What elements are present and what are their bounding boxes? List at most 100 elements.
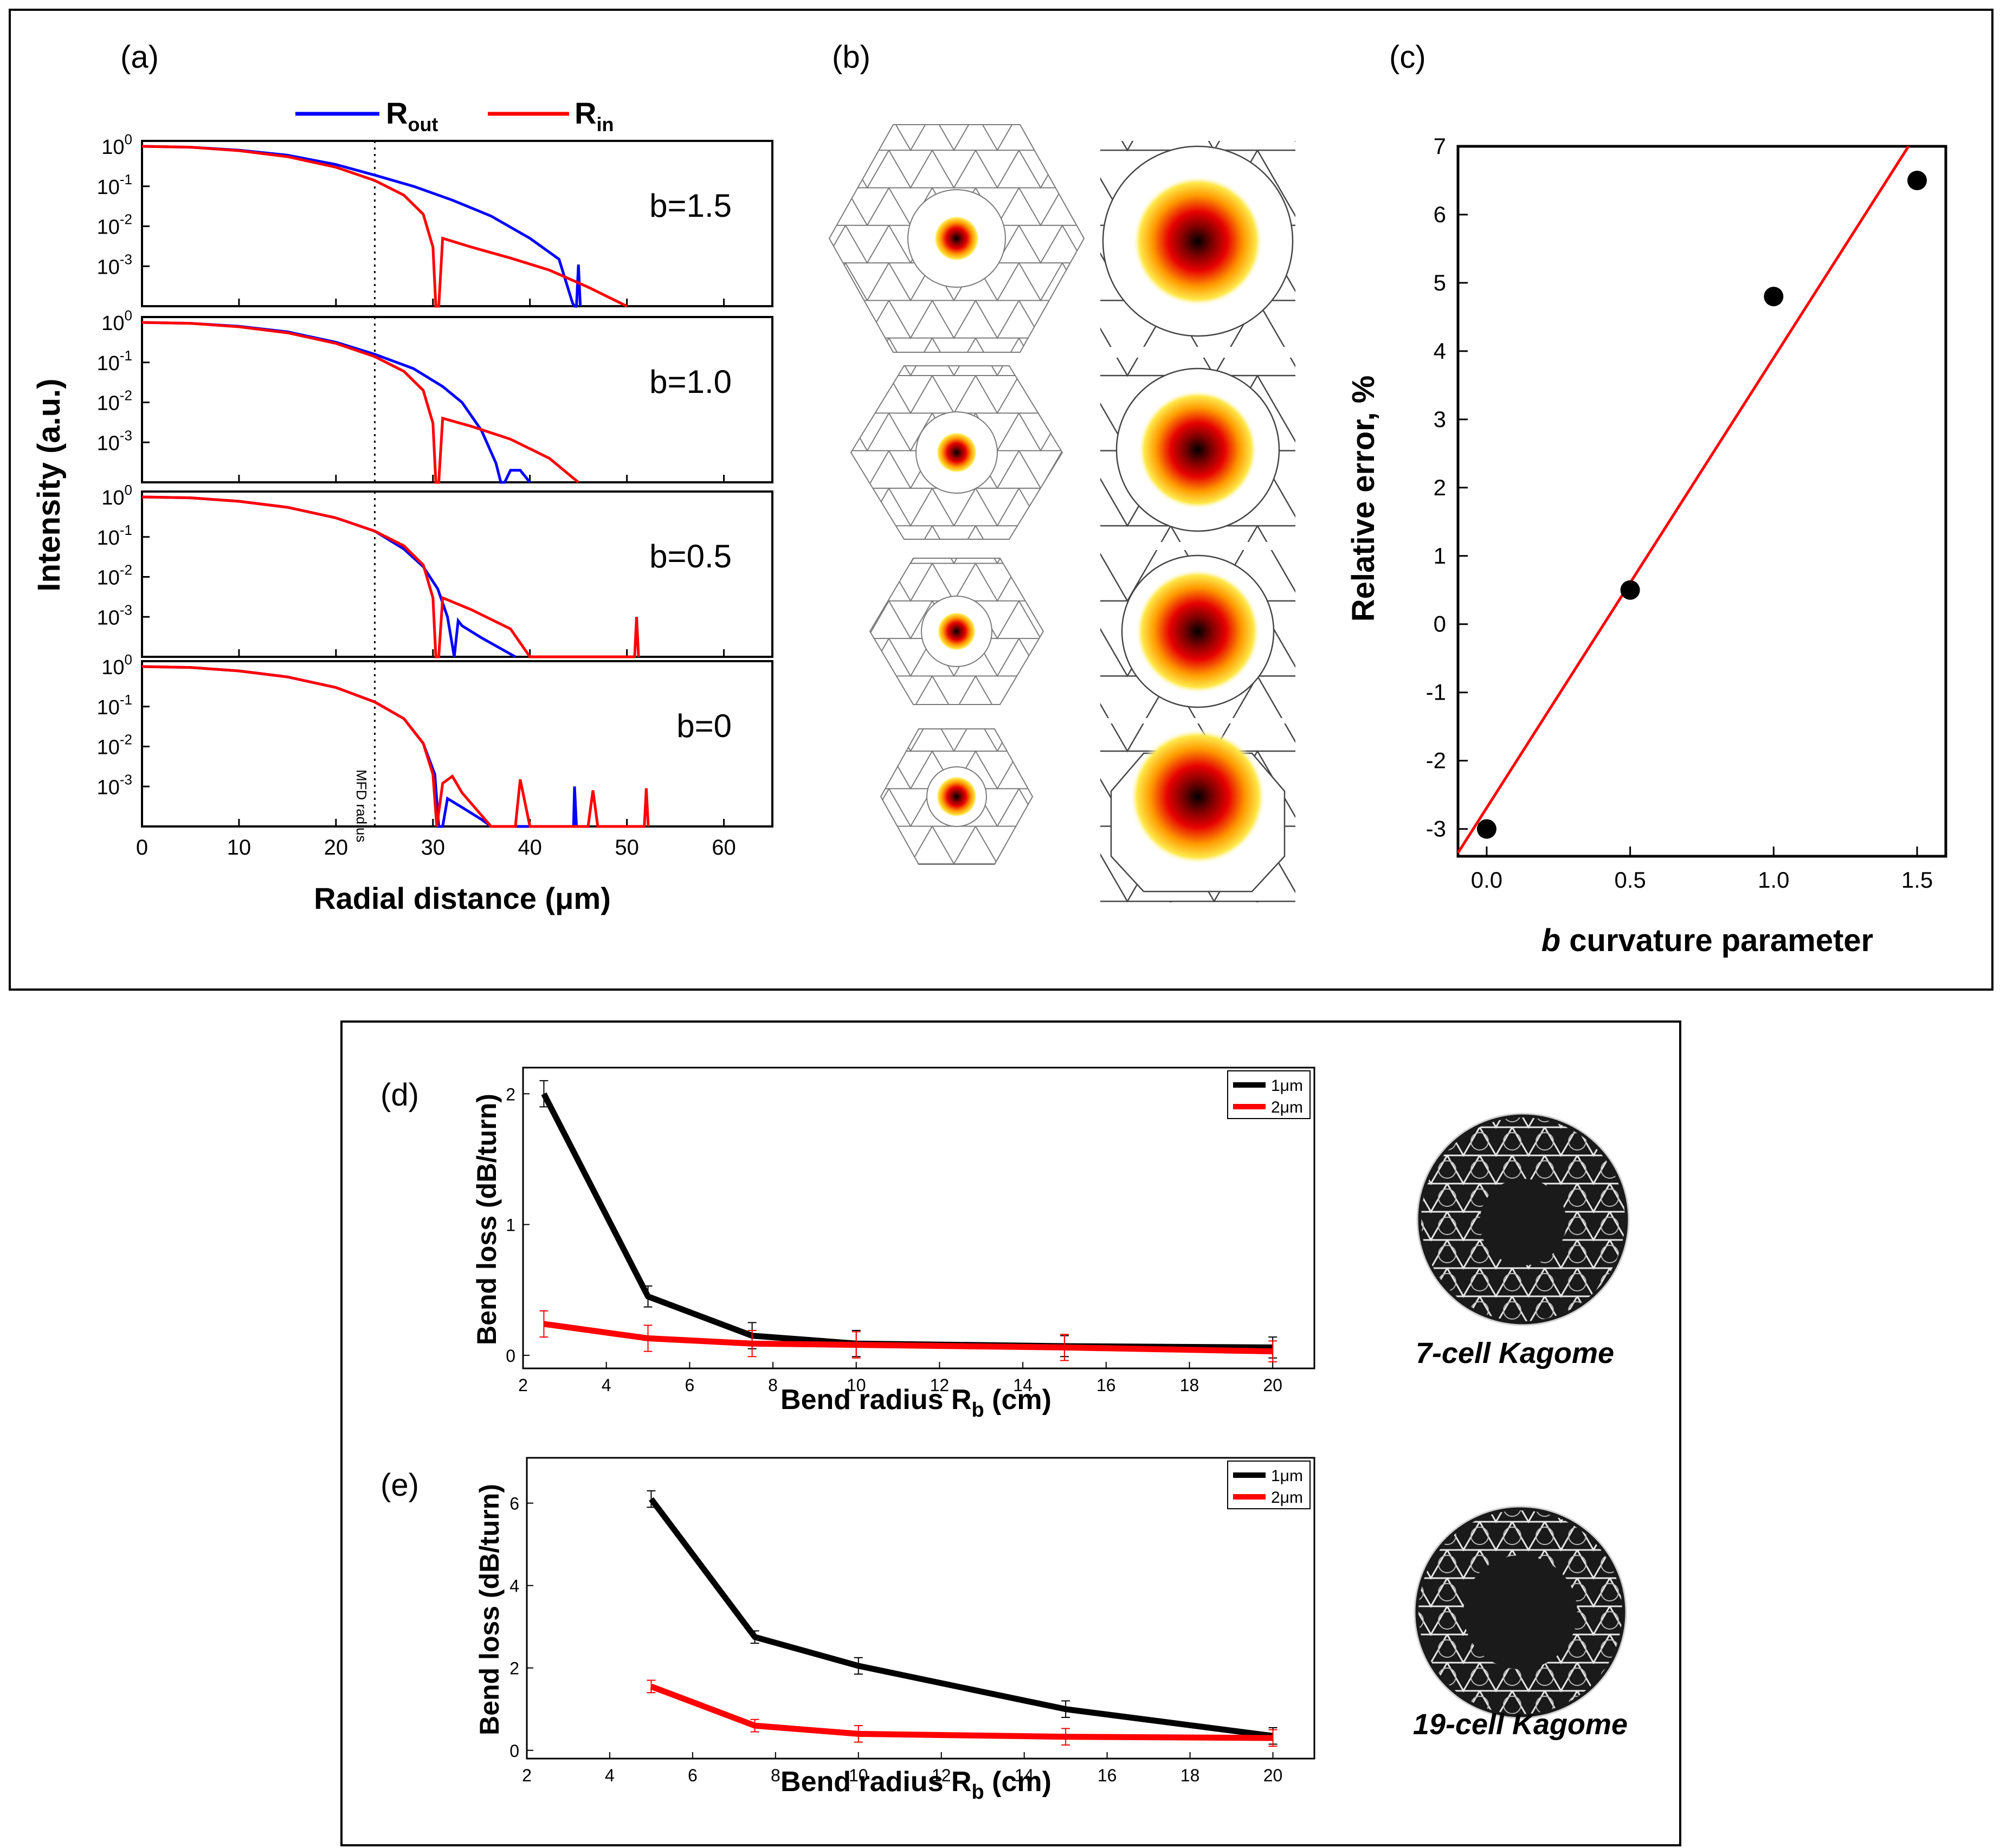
y-tick-label: 10-1 <box>97 692 132 719</box>
y-tick-label: -1 <box>1426 680 1446 705</box>
y-tick-label: 6 <box>509 1494 519 1514</box>
fiber-caption-19-cell: 19-cell Kagome <box>1413 1708 1628 1741</box>
panel-e-y-label: Bend loss (dB/turn) <box>474 1484 505 1735</box>
x-tick-label: 10 <box>227 836 251 860</box>
fiber-image-7-cell <box>1416 1113 1630 1326</box>
data-point <box>1907 170 1927 190</box>
series-rout-b1.5 <box>141 145 582 308</box>
panel-c: Relative error, % b curvature parameter … <box>1346 133 1947 958</box>
x-tick-label: 10 <box>849 1766 868 1785</box>
y-tick-label: 100 <box>101 482 132 509</box>
panel-b-mode-images <box>828 124 1295 902</box>
series-rin-b0 <box>141 665 650 828</box>
series-1um <box>541 1092 1273 1351</box>
x-tick-label: 16 <box>1096 1375 1116 1395</box>
x-tick-label: 8 <box>768 1375 778 1395</box>
legend-label: 2μm <box>1271 1489 1303 1507</box>
x-tick-label: 0.5 <box>1614 867 1646 893</box>
subplot-label: b=0.5 <box>649 538 732 574</box>
x-tick-label: 20 <box>1263 1375 1282 1395</box>
mode-image-b1.5-zoom <box>1100 141 1295 347</box>
x-tick-label: 4 <box>605 1766 615 1785</box>
mode-image-b1.5-overview <box>828 124 1085 353</box>
panel-e-x-label: Bend radius Rb (cm) <box>780 1766 1051 1804</box>
y-tick-label: 10-1 <box>97 347 132 375</box>
y-tick-label: 1 <box>1434 543 1446 568</box>
fiber-caption-7-cell: 7-cell Kagome <box>1416 1337 1614 1369</box>
x-tick-label: 50 <box>615 836 639 860</box>
plot-frame <box>1456 145 1947 858</box>
series-rout-b0.5 <box>141 495 517 658</box>
legend-label: 2μm <box>1271 1099 1303 1116</box>
y-tick-label: 100 <box>101 651 132 679</box>
y-tick-label: 10-3 <box>97 427 132 455</box>
subplot-label: b=1.5 <box>649 188 732 224</box>
x-tick-label: 6 <box>685 1375 694 1395</box>
y-tick-label: 10-3 <box>97 251 132 279</box>
x-tick-label: 14 <box>1015 1766 1034 1785</box>
x-tick-label: 8 <box>771 1766 780 1785</box>
legend-label: 1μm <box>1271 1077 1303 1095</box>
y-tick-label: 2 <box>506 1084 515 1104</box>
y-tick-label: 0 <box>506 1346 515 1366</box>
y-tick-label: 3 <box>1434 406 1446 432</box>
y-tick-label: 0 <box>1434 611 1446 637</box>
x-tick-label: 2 <box>518 1375 528 1395</box>
panel-label-e: (e) <box>380 1468 419 1503</box>
x-tick-label: 12 <box>932 1766 951 1785</box>
legend-box <box>1227 1461 1311 1509</box>
mode-image-b0.5-overview <box>869 558 1044 705</box>
mode-image-b1.0-overview <box>850 365 1063 540</box>
mode-image-b1.0-zoom <box>1100 358 1295 542</box>
panel-d-y-label: Bend loss (dB/turn) <box>472 1094 502 1345</box>
series-rout-b1 <box>141 321 531 484</box>
panel-d-x-label: Bend radius Rb (cm) <box>780 1384 1051 1421</box>
x-tick-label: 20 <box>1263 1766 1283 1785</box>
y-tick-label: 10-1 <box>97 171 132 199</box>
x-tick-label: 60 <box>712 836 736 860</box>
mode-image-b0-zoom <box>1100 723 1295 902</box>
y-tick-label: 100 <box>101 307 132 335</box>
subplot-frame <box>141 490 773 658</box>
y-tick-label: 0 <box>509 1741 519 1761</box>
panel-label-a: (a) <box>120 40 159 75</box>
y-tick-label: 10-3 <box>97 602 132 629</box>
x-tick-label: 1.0 <box>1758 867 1789 893</box>
panel-d: Bend loss (dB/turn) Bend radius Rb (cm) … <box>472 1067 1630 1421</box>
panel-c-x-label: b curvature parameter <box>1541 923 1874 958</box>
y-tick-label: 5 <box>1434 270 1446 295</box>
legend-rout-label: Rout <box>386 96 438 135</box>
y-tick-label: 6 <box>1434 202 1446 227</box>
y-tick-label: 10-2 <box>97 732 132 759</box>
x-tick-label: 1.5 <box>1901 867 1933 893</box>
x-tick-label: 12 <box>930 1375 950 1395</box>
x-tick-label: 30 <box>421 836 446 860</box>
series-rin-b1.5 <box>141 145 628 308</box>
subplot-frame <box>141 316 773 483</box>
fit-line <box>1456 145 1910 854</box>
mode-image-b0-overview <box>880 728 1034 865</box>
x-tick-label: 18 <box>1180 1375 1199 1395</box>
y-tick-label: 4 <box>1434 338 1446 364</box>
fiber-image-19-cell <box>1414 1505 1627 1719</box>
y-tick-label: -3 <box>1426 816 1446 842</box>
panel-label-d: (d) <box>380 1077 419 1113</box>
panel-c-y-label: Relative error, % <box>1346 376 1381 622</box>
x-tick-label: 20 <box>324 836 349 860</box>
top-figure-frame <box>9 9 1993 991</box>
mfd-radius-label: MFD radius <box>353 770 370 842</box>
y-tick-label: 10-2 <box>97 211 132 239</box>
legend-box <box>1227 1070 1311 1119</box>
y-tick-label: 10-1 <box>97 522 132 550</box>
x-tick-label: 14 <box>1013 1375 1033 1395</box>
panel-a: Rout Rin Intensity (a.u.) Radial distanc… <box>31 96 773 915</box>
y-tick-label: 10-2 <box>97 562 132 590</box>
y-tick-label: 1 <box>506 1216 515 1235</box>
x-tick-label: 4 <box>602 1375 611 1395</box>
subplot-frame <box>141 140 773 307</box>
x-tick-label: 18 <box>1180 1766 1200 1785</box>
legend-label: 1μm <box>1271 1467 1303 1485</box>
series-rin-b1 <box>141 321 579 484</box>
legend-rin-label: Rin <box>575 96 614 135</box>
